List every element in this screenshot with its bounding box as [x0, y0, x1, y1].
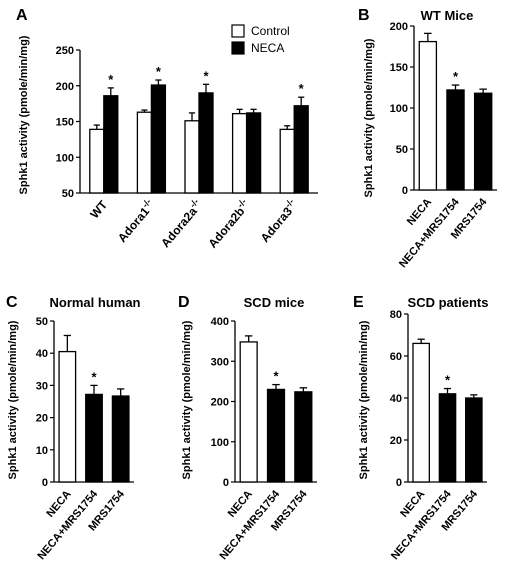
panel-a-neca-bar	[293, 105, 309, 194]
panel-a-neca-bar	[245, 112, 262, 194]
panel-a-control-bar	[89, 128, 105, 194]
panel-a-plot: 50100150200250*WT*Adora1-/-*Adora2a-/-Ad…	[56, 45, 318, 251]
panel-a-category-label: Adora3-/-	[256, 197, 300, 245]
panel-a-neca-significance-marker: *	[156, 64, 162, 79]
panel-d-ytick-label: 100	[211, 437, 229, 449]
panel-d-bar	[266, 388, 286, 483]
panel-b-ytick-label: 50	[396, 144, 408, 156]
panel-b-ytick-label: 100	[390, 103, 408, 115]
panel-a-ytick-label: 50	[62, 188, 74, 200]
panel-d-bar	[294, 391, 313, 483]
panel-e-ytick-label: 20	[390, 435, 402, 447]
panel-c-ytick-label: 30	[36, 380, 48, 392]
panel-a-control-bar	[136, 111, 153, 194]
panel-a-category-label: WT	[87, 197, 110, 221]
panel-e-bar	[438, 393, 457, 483]
panel-d-ylabel: Sphk1 activity (pmole/min/mg)	[181, 320, 193, 479]
panel-c-ytick-label: 50	[36, 316, 48, 328]
panel-a-ytick-label: 100	[56, 152, 74, 164]
panel-b-bar	[446, 89, 465, 191]
panel-e-ylabel: Sphk1 activity (pmole/min/mg)	[358, 320, 370, 479]
panel-d: D SCD mice Sphk1 activity (pmole/min/mg)…	[178, 294, 317, 561]
legend-swatch-control	[231, 24, 245, 38]
panel-a: A Sphk1 activity (pmole/min/mg) 50 100 150…	[16, 7, 318, 251]
panel-b-ytick-label: 150	[390, 62, 408, 74]
panel-e-bar	[412, 342, 430, 483]
panel-b-ylabel: Sphk1 activity (pmole/min/mg)	[363, 38, 375, 197]
panel-c-ytick-label: 10	[36, 445, 48, 457]
panel-a-ylabel: Sphk1 activity (pmole/min/mg)	[18, 35, 30, 194]
panel-a-control-bar	[231, 112, 248, 194]
panel-b-ytick-label: 0	[402, 185, 408, 197]
panel-c-bar	[111, 395, 130, 483]
panel-d-letter: D	[178, 294, 190, 311]
panel-a-neca-significance-marker: *	[299, 81, 305, 96]
panel-e-ytick-label: 40	[390, 393, 402, 405]
panel-a-ytick-label: 200	[56, 81, 74, 93]
panel-d-ytick-label: 200	[211, 397, 229, 409]
panel-c-bar	[85, 393, 103, 483]
panel-a-control-bar	[184, 120, 200, 194]
panel-e-letter: E	[353, 294, 364, 311]
panel-c-ylabel: Sphk1 activity (pmole/min/mg)	[7, 320, 19, 479]
panel-b-bar	[473, 92, 493, 191]
panel-a-neca-bar	[150, 84, 167, 194]
panel-d-ytick-label: 300	[211, 356, 229, 368]
panel-e-significance-marker: *	[445, 373, 451, 388]
panel-c-letter: C	[6, 294, 18, 311]
panel-d-title: SCD mice	[244, 295, 305, 310]
panel-a-neca-bar	[198, 92, 214, 194]
panel-d-ytick-label: 0	[223, 477, 229, 489]
panel-c: C Normal human Sphk1 activity (pmole/min…	[6, 294, 141, 561]
panel-a-neca-significance-marker: *	[108, 72, 114, 87]
panel-a-letter: A	[16, 7, 28, 24]
panel-e-ytick-label: 0	[396, 477, 402, 489]
panel-e-title: SCD patients	[408, 295, 489, 310]
panel-e-ytick-label: 80	[390, 309, 402, 321]
panel-d-bar	[239, 341, 258, 483]
panel-e: E SCD patients Sphk1 activity (pmole/min…	[353, 294, 488, 561]
panel-c-bar	[58, 350, 77, 483]
panel-c-significance-marker: *	[91, 369, 97, 384]
panel-a-category-label: Adora1-/-	[113, 197, 157, 245]
panel-a-category-label: Adora2a-/-	[157, 197, 206, 251]
panel-e-bar	[465, 397, 483, 483]
panel-a-legend: Control NECA	[231, 24, 290, 55]
panel-b-ytick-label: 200	[390, 21, 408, 33]
panel-b-bar	[418, 40, 438, 191]
legend-swatch-neca	[231, 41, 245, 55]
panel-a-control-bar	[279, 128, 295, 194]
panel-c-ytick-label: 40	[36, 348, 48, 360]
panel-c-ytick-label: 0	[42, 477, 48, 489]
panel-a-category-label: Adora2b-/-	[204, 197, 253, 251]
panel-d-significance-marker: *	[273, 369, 279, 384]
panel-d-ytick-label: 400	[211, 316, 229, 328]
panel-a-neca-significance-marker: *	[203, 68, 209, 83]
panel-b: B WT Mice Sphk1 activity (pmole/min/mg) …	[358, 7, 497, 270]
panel-a-ytick-label: 150	[56, 117, 74, 129]
panel-a-neca-bar	[103, 95, 119, 194]
panel-b-letter: B	[358, 7, 370, 24]
legend-label-neca: NECA	[251, 41, 284, 55]
panel-b-significance-marker: *	[453, 69, 459, 84]
legend-label-control: Control	[251, 24, 290, 38]
panel-c-title: Normal human	[49, 295, 140, 310]
panel-a-ytick-label: 250	[56, 45, 74, 57]
panel-e-ytick-label: 60	[390, 351, 402, 363]
panel-b-title: WT Mice	[421, 8, 474, 23]
panel-c-ytick-label: 20	[36, 413, 48, 425]
